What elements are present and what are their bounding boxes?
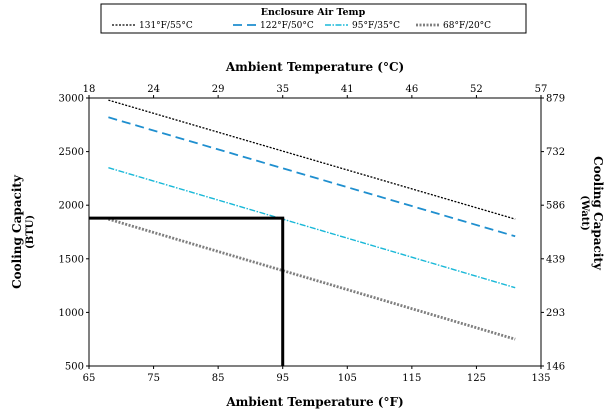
y-left-tick-label: 500 bbox=[65, 362, 84, 373]
y-left-tick-label: 1500 bbox=[59, 254, 84, 265]
x-top-tick-label: 18 bbox=[83, 84, 96, 95]
y-axis-right-title: Cooling Capacity bbox=[591, 156, 605, 271]
x-top-tick-label: 35 bbox=[276, 84, 289, 95]
y-left-tick-label: 3000 bbox=[59, 94, 84, 105]
x-bottom-tick-label: 85 bbox=[212, 373, 225, 384]
legend-label-2: 95°F/35°C bbox=[352, 21, 400, 31]
x-bottom-tick-label: 65 bbox=[83, 373, 96, 384]
y-left-tick-label: 2000 bbox=[59, 201, 84, 212]
x-top-tick-label: 29 bbox=[212, 84, 225, 95]
series-line-3 bbox=[108, 217, 516, 341]
y-right-tick-label: 293 bbox=[546, 308, 565, 319]
legend-label-1: 122°F/50°C bbox=[260, 21, 314, 31]
plot-area bbox=[88, 97, 542, 367]
legend-items: 131°F/55°C 122°F/50°C 95°F/35°C 68°F/20°C bbox=[112, 21, 491, 31]
x-top-tick-label: 24 bbox=[147, 84, 160, 95]
x-bottom-tick-label: 105 bbox=[338, 373, 357, 384]
x-top-tick-label: 41 bbox=[341, 84, 354, 95]
y-axis-left-title: Cooling Capacity bbox=[10, 174, 24, 289]
y-axis-right-unit: (Watt) bbox=[579, 195, 590, 231]
legend: Enclosure Air Temp 131°F/55°C 122°F/50°C 9… bbox=[100, 3, 527, 34]
legend-box bbox=[100, 3, 527, 34]
x-bottom-tick-label: 125 bbox=[467, 373, 486, 384]
reference-layer bbox=[89, 216, 285, 366]
legend-label-3: 68°F/20°C bbox=[443, 21, 491, 31]
x-bottom-tick-label: 95 bbox=[276, 373, 289, 384]
y-right-tick-label: 439 bbox=[546, 254, 565, 265]
legend-title: Enclosure Air Temp bbox=[261, 7, 366, 18]
tick-layer: 65 75 85 95 105 115 125 135 18 24 29 35 41 46 52 57 3000… bbox=[59, 84, 566, 384]
y-left-tick-label: 1000 bbox=[59, 308, 84, 319]
y-right-tick-label: 146 bbox=[546, 362, 565, 373]
series-line-1 bbox=[108, 116, 516, 238]
series-layer bbox=[108, 99, 516, 341]
y-right-tick-label: 586 bbox=[546, 201, 565, 212]
x-axis-top-title: Ambient Temperature (°C) bbox=[225, 60, 404, 74]
x-axis-bottom-title: Ambient Temperature (°F) bbox=[225, 395, 403, 409]
y-axis-left-title-group: Cooling Capacity (BTU) bbox=[10, 174, 36, 289]
x-bottom-tick-label: 75 bbox=[147, 373, 160, 384]
y-right-tick-label: 732 bbox=[546, 147, 565, 158]
y-left-tick-label: 2500 bbox=[59, 147, 84, 158]
x-top-tick-label: 46 bbox=[405, 84, 418, 95]
y-axis-right-title-group: Cooling Capacity (Watt) bbox=[579, 156, 605, 271]
series-line-2 bbox=[108, 167, 516, 289]
y-right-tick-label: 879 bbox=[546, 94, 565, 105]
y-axis-left-unit: (BTU) bbox=[25, 215, 36, 249]
series-line-0 bbox=[108, 99, 516, 220]
x-top-tick-label: 52 bbox=[470, 84, 483, 95]
legend-label-0: 131°F/55°C bbox=[139, 21, 193, 31]
x-bottom-tick-label: 115 bbox=[402, 373, 421, 384]
x-top-tick-label: 57 bbox=[535, 84, 548, 95]
x-bottom-tick-label: 135 bbox=[531, 373, 550, 384]
